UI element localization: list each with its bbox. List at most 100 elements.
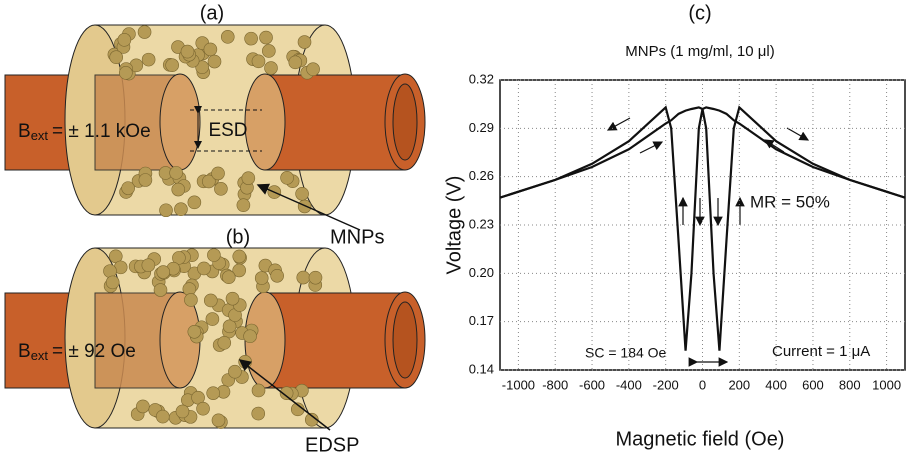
particle	[296, 270, 311, 285]
particle	[187, 324, 202, 339]
particle	[169, 166, 183, 180]
data-line	[499, 105, 906, 351]
gap-label: ESD	[208, 120, 247, 141]
particle	[211, 166, 225, 181]
particle	[225, 291, 240, 306]
particle	[270, 268, 284, 283]
annotation: Current = 1 μA	[772, 343, 870, 360]
particle	[308, 270, 323, 285]
particle	[121, 181, 135, 195]
particle	[304, 412, 319, 427]
particle	[153, 283, 168, 297]
particle	[241, 171, 256, 185]
particle	[297, 35, 312, 49]
particle	[251, 54, 266, 69]
pointer	[256, 183, 361, 231]
chart-title: MNPs (1 mg/ml, 10 μl)	[625, 43, 775, 60]
field-symbol: B	[18, 341, 31, 362]
x-tick-label: -800	[542, 377, 568, 392]
particle	[155, 409, 170, 424]
x-axis-title: Magnetic field (Oe)	[616, 428, 785, 450]
particle	[220, 30, 235, 44]
particle	[180, 44, 195, 59]
chart: (c) MNPs (1 mg/ml, 10 μl) Magnetic field…	[443, 2, 906, 450]
particle	[203, 42, 218, 57]
particle	[136, 399, 150, 414]
particle	[211, 413, 226, 428]
particle	[171, 182, 186, 197]
panel-label: (b)	[226, 226, 250, 248]
x-tick-label: 600	[802, 377, 824, 392]
field-value: = ± 92 Oe	[52, 341, 136, 362]
y-tick-label: 0.26	[469, 168, 494, 183]
particle	[232, 263, 246, 278]
particle	[203, 293, 218, 308]
particles-label: MNPs	[330, 226, 384, 248]
x-tick-label: -400	[616, 377, 642, 392]
particle	[306, 62, 320, 77]
particle	[156, 265, 171, 279]
particle	[202, 174, 216, 189]
cylinder-b	[4, 247, 426, 429]
particle	[264, 61, 278, 75]
particle	[244, 31, 258, 46]
particle	[262, 44, 276, 58]
particle	[138, 173, 153, 187]
particle	[141, 52, 156, 67]
particle	[175, 404, 190, 419]
field-label: Bext = ± 1.1 kOe	[18, 121, 151, 143]
particle	[205, 312, 220, 326]
particle	[236, 198, 251, 212]
y-tick-label: 0.17	[469, 313, 494, 328]
particle	[279, 386, 294, 400]
x-tick-label: -600	[579, 377, 605, 392]
particle	[254, 271, 269, 285]
particle	[187, 195, 202, 210]
particle	[238, 355, 252, 369]
particle	[207, 54, 222, 69]
data-line	[499, 105, 906, 351]
diagrams: (a) Bext = ± 1.1 kOe ESD MNPs (b) Bext = ±…	[4, 2, 426, 456]
y-tick-label: 0.29	[469, 120, 494, 135]
particle	[214, 182, 228, 196]
field-label: Bext = ± 92 Oe	[18, 341, 136, 363]
particle	[251, 383, 266, 398]
annotation: SC = 184 Oe	[585, 345, 667, 361]
field-subscript: ext	[31, 348, 49, 363]
particle	[297, 199, 312, 214]
x-tick-label: 400	[765, 377, 787, 392]
particle	[295, 187, 309, 201]
x-tick-label: -1000	[502, 377, 535, 392]
particle	[103, 264, 117, 278]
particle	[197, 261, 211, 276]
y-tick-label: 0.14	[469, 361, 494, 376]
x-tick-label: 800	[839, 377, 861, 392]
panel-label: (a)	[200, 2, 224, 24]
y-axis-title: Voltage (V)	[443, 176, 465, 275]
pointer	[238, 359, 331, 431]
field-symbol: B	[18, 121, 31, 142]
particle	[119, 66, 133, 80]
particle	[184, 293, 198, 307]
x-tick-label: -200	[653, 377, 679, 392]
particle	[221, 270, 236, 285]
x-tick-label: 200	[728, 377, 750, 392]
particle	[217, 336, 232, 350]
particle	[243, 329, 257, 344]
particle	[228, 364, 242, 379]
y-tick-label: 0.23	[469, 216, 494, 231]
particle	[222, 319, 237, 334]
y-tick-label: 0.32	[469, 71, 494, 86]
sweep-arrows	[606, 117, 810, 367]
x-tick-label: 1000	[872, 377, 901, 392]
particle	[196, 401, 210, 416]
particle	[159, 203, 173, 218]
y-tick-label: 0.20	[469, 265, 494, 280]
cluster-label: EDSP	[305, 434, 359, 456]
particle	[288, 55, 303, 70]
particle	[105, 275, 120, 290]
particle	[117, 33, 132, 47]
particle	[141, 258, 156, 272]
x-tick-label: 0	[699, 377, 706, 392]
